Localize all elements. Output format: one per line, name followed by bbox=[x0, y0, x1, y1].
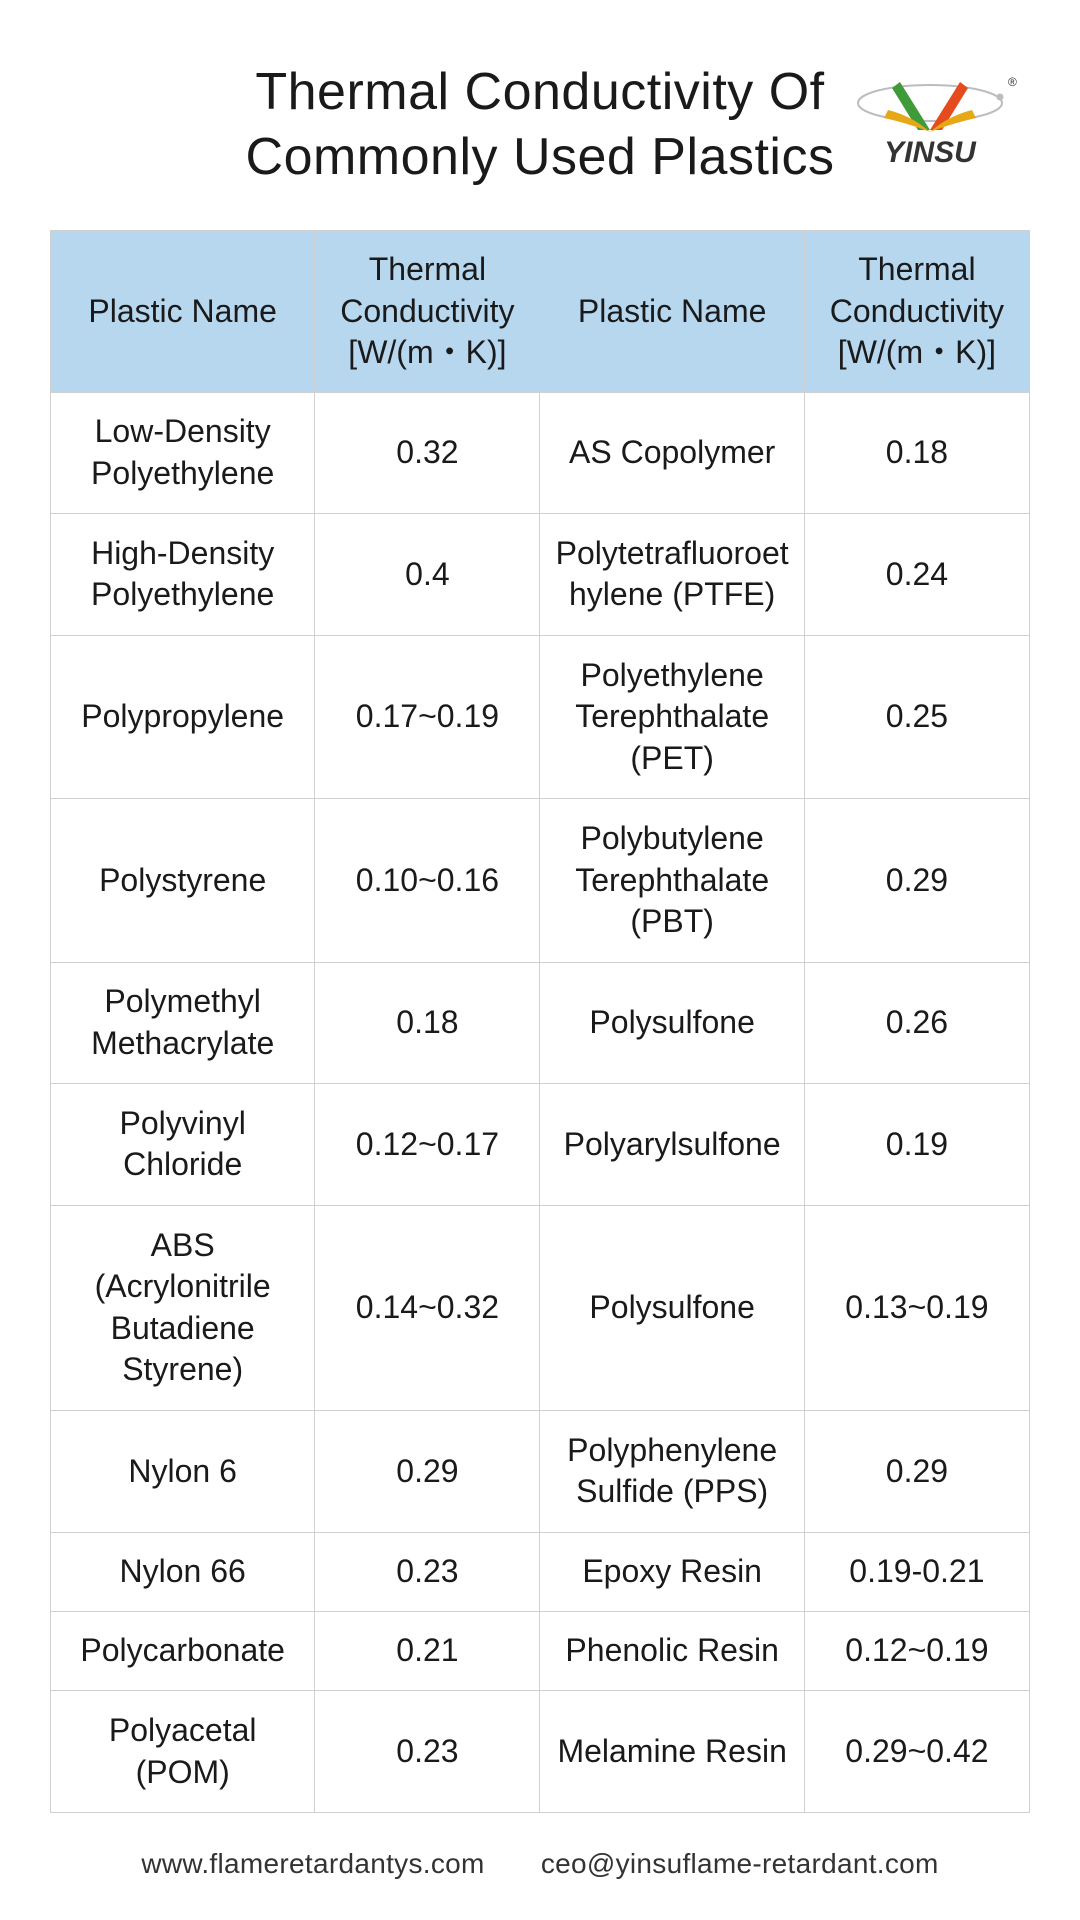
cell-conductivity: 0.29~0.42 bbox=[804, 1691, 1029, 1813]
cell-conductivity: 0.32 bbox=[315, 392, 540, 513]
cell-plastic-name: ABS (Acrylonitrile Butadiene Styrene) bbox=[51, 1205, 315, 1411]
table-row: Polypropylene0.17~0.19Polyethylene Terep… bbox=[51, 635, 1030, 799]
cell-conductivity: 0.26 bbox=[804, 962, 1029, 1083]
cell-conductivity: 0.21 bbox=[315, 1612, 540, 1691]
cell-conductivity: 0.13~0.19 bbox=[804, 1205, 1029, 1411]
cell-plastic-name: Phenolic Resin bbox=[540, 1612, 804, 1691]
page-header: Thermal Conductivity Of Commonly Used Pl… bbox=[50, 60, 1030, 190]
table-row: Polycarbonate0.21Phenolic Resin0.12~0.19 bbox=[51, 1612, 1030, 1691]
cell-conductivity: 0.12~0.17 bbox=[315, 1084, 540, 1205]
cell-plastic-name: Polysulfone bbox=[540, 1205, 804, 1411]
table-row: Polyacetal (POM)0.23Melamine Resin0.29~0… bbox=[51, 1691, 1030, 1813]
cell-conductivity: 0.23 bbox=[315, 1532, 540, 1611]
page-title: Thermal Conductivity Of Commonly Used Pl… bbox=[246, 60, 835, 190]
cell-plastic-name: Polytetrafluoroethylene (PTFE) bbox=[540, 514, 804, 635]
conductivity-table: Plastic NameThermal Conductivity [W/(m・K… bbox=[50, 230, 1030, 1813]
cell-plastic-name: Polymethyl Methacrylate bbox=[51, 962, 315, 1083]
cell-plastic-name: Nylon 66 bbox=[51, 1532, 315, 1611]
col-header-name: Plastic Name bbox=[51, 231, 315, 393]
cell-conductivity: 0.18 bbox=[315, 962, 540, 1083]
cell-conductivity: 0.10~0.16 bbox=[315, 799, 540, 963]
cell-plastic-name: Polystyrene bbox=[51, 799, 315, 963]
col-header-name: Plastic Name bbox=[540, 231, 804, 393]
cell-conductivity: 0.12~0.19 bbox=[804, 1612, 1029, 1691]
brand-logo: YINSU ® bbox=[840, 70, 1020, 170]
cell-plastic-name: Polyarylsulfone bbox=[540, 1084, 804, 1205]
footer-website: www.flameretardantys.com bbox=[141, 1848, 484, 1879]
title-line-2: Commonly Used Plastics bbox=[246, 128, 835, 186]
cell-conductivity: 0.19 bbox=[804, 1084, 1029, 1205]
cell-plastic-name: High-Density Polyethylene bbox=[51, 514, 315, 635]
cell-plastic-name: Polysulfone bbox=[540, 962, 804, 1083]
table-row: Polyvinyl Chloride0.12~0.17Polyarylsulfo… bbox=[51, 1084, 1030, 1205]
cell-plastic-name: Polypropylene bbox=[51, 635, 315, 799]
cell-conductivity: 0.18 bbox=[804, 392, 1029, 513]
cell-plastic-name: Polyvinyl Chloride bbox=[51, 1084, 315, 1205]
page-footer: www.flameretardantys.com ceo@yinsuflame-… bbox=[50, 1848, 1030, 1880]
cell-conductivity: 0.25 bbox=[804, 635, 1029, 799]
cell-conductivity: 0.19-0.21 bbox=[804, 1532, 1029, 1611]
cell-conductivity: 0.29 bbox=[804, 1411, 1029, 1532]
cell-conductivity: 0.29 bbox=[804, 799, 1029, 963]
table-header: Plastic NameThermal Conductivity [W/(m・K… bbox=[51, 231, 1030, 393]
logo-reg-mark: ® bbox=[1008, 75, 1017, 89]
cell-conductivity: 0.17~0.19 bbox=[315, 635, 540, 799]
cell-conductivity: 0.4 bbox=[315, 514, 540, 635]
cell-conductivity: 0.29 bbox=[315, 1411, 540, 1532]
col-header-conductivity: Thermal Conductivity [W/(m・K)] bbox=[315, 231, 540, 393]
cell-conductivity: 0.23 bbox=[315, 1691, 540, 1813]
table-row: ABS (Acrylonitrile Butadiene Styrene)0.1… bbox=[51, 1205, 1030, 1411]
col-header-conductivity: Thermal Conductivity [W/(m・K)] bbox=[804, 231, 1029, 393]
cell-plastic-name: Polyacetal (POM) bbox=[51, 1691, 315, 1813]
cell-plastic-name: Polycarbonate bbox=[51, 1612, 315, 1691]
table-row: Nylon 660.23Epoxy Resin0.19-0.21 bbox=[51, 1532, 1030, 1611]
cell-plastic-name: Polyphenylene Sulfide (PPS) bbox=[540, 1411, 804, 1532]
cell-plastic-name: Melamine Resin bbox=[540, 1691, 804, 1813]
cell-conductivity: 0.24 bbox=[804, 514, 1029, 635]
footer-email: ceo@yinsuflame-retardant.com bbox=[541, 1848, 939, 1879]
cell-plastic-name: Polyethylene Terephthalate (PET) bbox=[540, 635, 804, 799]
cell-conductivity: 0.14~0.32 bbox=[315, 1205, 540, 1411]
cell-plastic-name: Polybutylene Terephthalate (PBT) bbox=[540, 799, 804, 963]
cell-plastic-name: AS Copolymer bbox=[540, 392, 804, 513]
cell-plastic-name: Nylon 6 bbox=[51, 1411, 315, 1532]
table-body: Low-Density Polyethylene0.32AS Copolymer… bbox=[51, 392, 1030, 1812]
cell-plastic-name: Epoxy Resin bbox=[540, 1532, 804, 1611]
table-row: Low-Density Polyethylene0.32AS Copolymer… bbox=[51, 392, 1030, 513]
table-row: High-Density Polyethylene0.4Polytetraflu… bbox=[51, 514, 1030, 635]
table-row: Polymethyl Methacrylate0.18Polysulfone0.… bbox=[51, 962, 1030, 1083]
cell-plastic-name: Low-Density Polyethylene bbox=[51, 392, 315, 513]
table-row: Nylon 60.29Polyphenylene Sulfide (PPS)0.… bbox=[51, 1411, 1030, 1532]
logo-text: YINSU bbox=[884, 136, 977, 169]
title-line-1: Thermal Conductivity Of bbox=[255, 63, 824, 121]
table-row: Polystyrene0.10~0.16Polybutylene Terepht… bbox=[51, 799, 1030, 963]
